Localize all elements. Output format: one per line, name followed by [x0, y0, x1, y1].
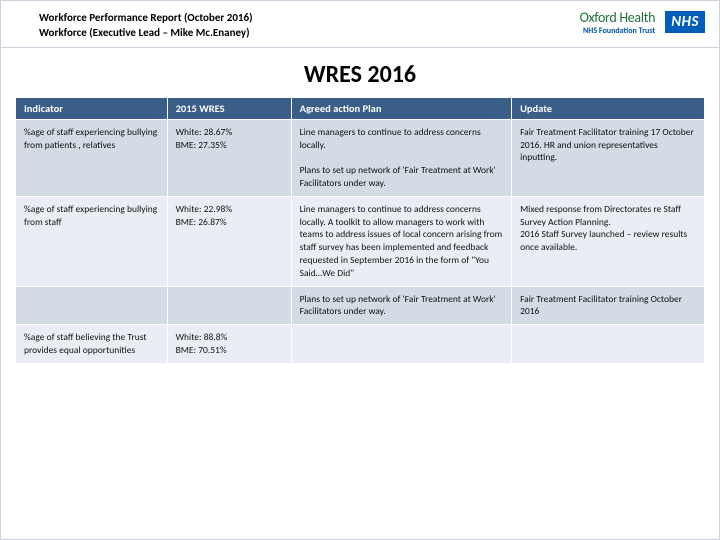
cell-update: Mixed response from Directorates re Staf…: [512, 196, 705, 286]
page-header: Workforce Performance Report (October 20…: [1, 1, 719, 48]
col-header-update: Update: [512, 97, 705, 119]
cell-indicator: %age of staff believing the Trust provid…: [16, 325, 168, 364]
cell-plan: [291, 325, 511, 364]
nhs-logo: NHS: [665, 11, 705, 33]
cell-wres: White: 28.67%BME: 27.35%: [167, 119, 291, 196]
cell-update: Fair Treatment Facilitator training 17 O…: [512, 119, 705, 196]
logo-block: Oxford Health NHS Foundation Trust NHS: [580, 11, 705, 35]
oxford-logo-text: Oxford Health: [580, 11, 656, 25]
cell-update: [512, 325, 705, 364]
header-line2: Workforce (Executive Lead – Mike Mc.Enan…: [39, 26, 253, 41]
cell-indicator: %age of staff experiencing bullying from…: [16, 196, 168, 286]
oxford-logo-subtext: NHS Foundation Trust: [580, 27, 656, 35]
table-row: %age of staff believing the Trust provid…: [16, 325, 705, 364]
cell-indicator: [16, 286, 168, 325]
cell-plan: Plans to set up network of 'Fair Treatme…: [291, 286, 511, 325]
header-line1: Workforce Performance Report (October 20…: [39, 11, 253, 26]
wres-table: Indicator 2015 WRES Agreed action Plan U…: [15, 97, 705, 364]
cell-wres: White: 22.98%BME: 26.87%: [167, 196, 291, 286]
cell-update: Fair Treatment Facilitator training Octo…: [512, 286, 705, 325]
cell-plan: Line managers to continue to address con…: [291, 119, 511, 196]
table-row: %age of staff experiencing bullying from…: [16, 196, 705, 286]
col-header-wres: 2015 WRES: [167, 97, 291, 119]
page: Workforce Performance Report (October 20…: [0, 0, 720, 540]
page-title: WRES 2016: [1, 48, 719, 97]
table-row: Plans to set up network of 'Fair Treatme…: [16, 286, 705, 325]
oxford-health-logo: Oxford Health NHS Foundation Trust: [580, 11, 656, 35]
col-header-plan: Agreed action Plan: [291, 97, 511, 119]
header-title-block: Workforce Performance Report (October 20…: [39, 11, 253, 41]
cell-indicator: %age of staff experiencing bullying from…: [16, 119, 168, 196]
cell-wres: [167, 286, 291, 325]
col-header-indicator: Indicator: [16, 97, 168, 119]
cell-wres: White: 88.8%BME: 70.51%: [167, 325, 291, 364]
table-header-row: Indicator 2015 WRES Agreed action Plan U…: [16, 97, 705, 119]
table-row: %age of staff experiencing bullying from…: [16, 119, 705, 196]
cell-plan: Line managers to continue to address con…: [291, 196, 511, 286]
